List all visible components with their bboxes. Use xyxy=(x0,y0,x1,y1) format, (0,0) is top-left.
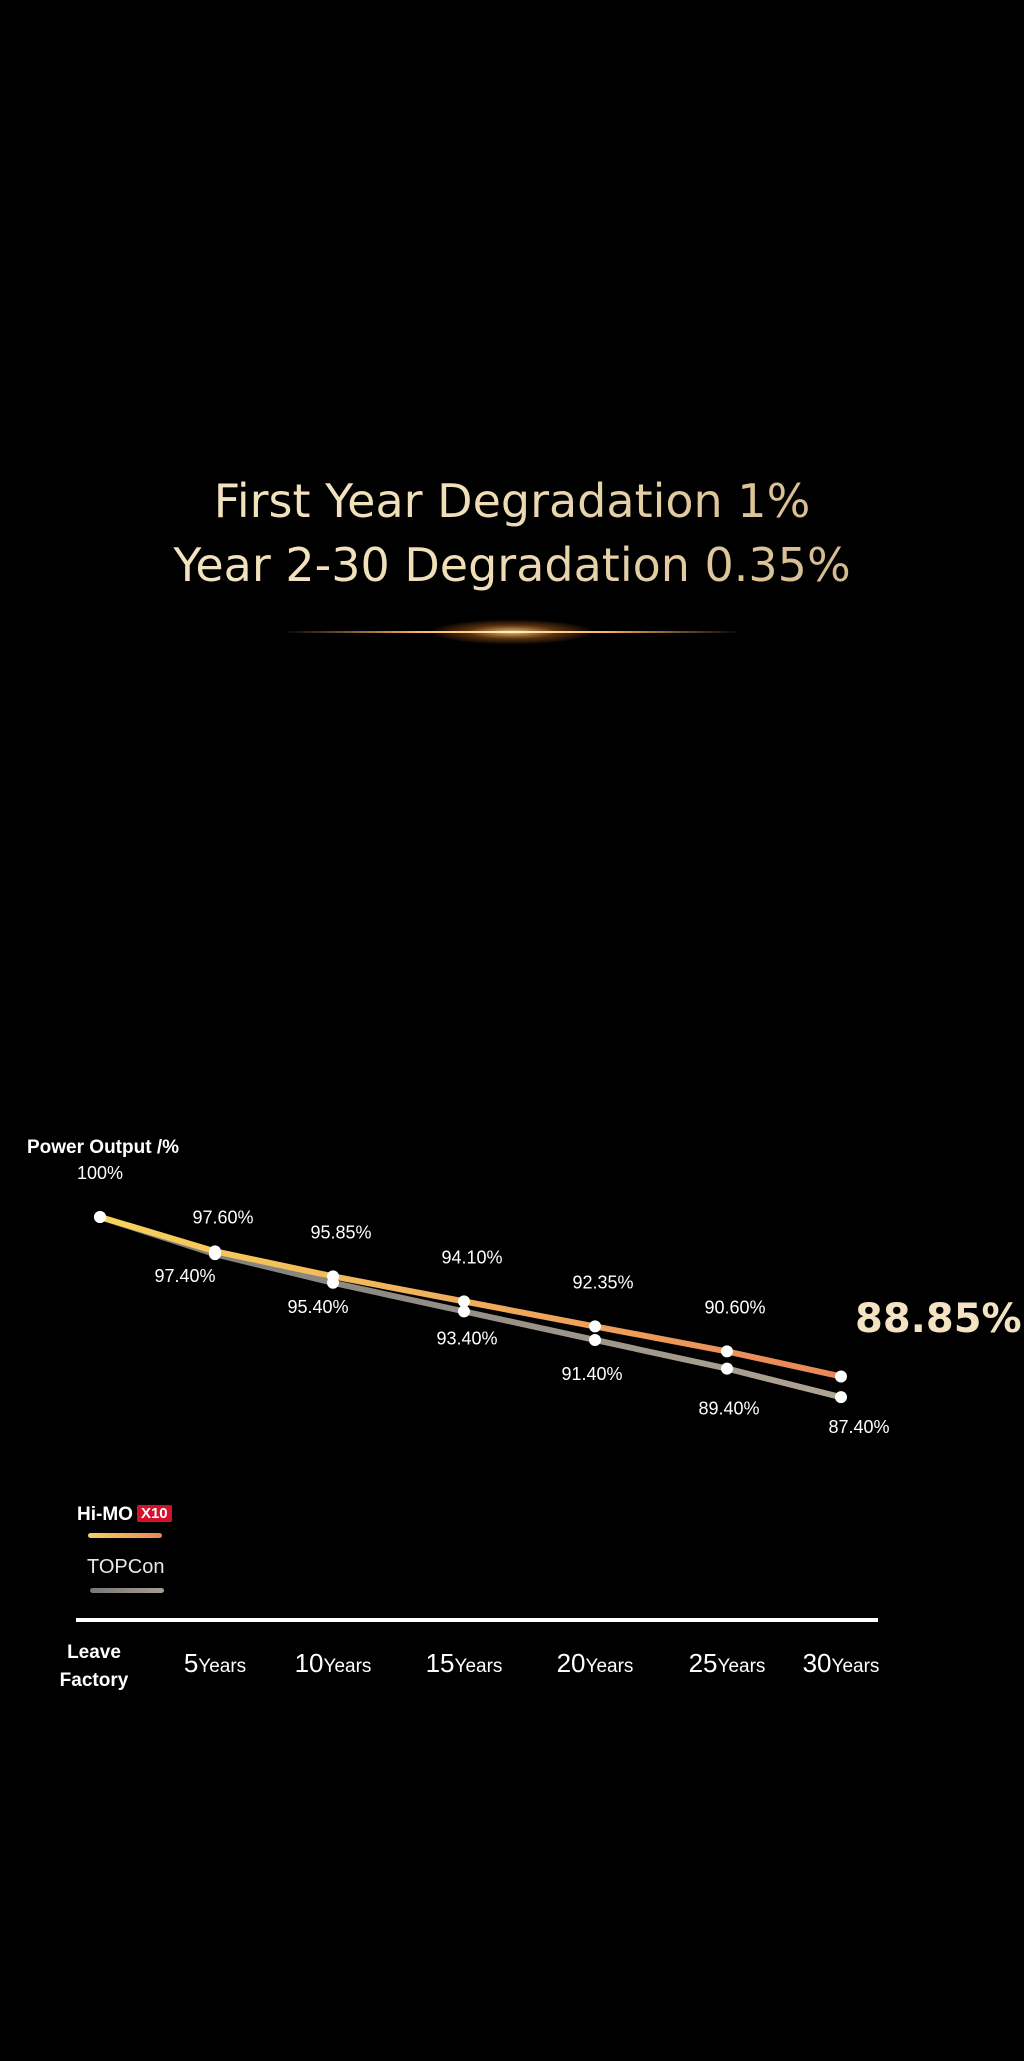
legend-himo-swatch xyxy=(88,1533,162,1538)
data-label-topcon-6: 87.40% xyxy=(828,1417,889,1437)
legend-himo-name: Hi-MO xyxy=(77,1504,133,1525)
x-tick-leave-line2: Factory xyxy=(59,1670,129,1691)
x-tick-20-years: 20Years xyxy=(557,1648,634,1678)
data-label-himo-1: 97.60% xyxy=(192,1207,253,1227)
data-label-himo-5: 90.60% xyxy=(704,1297,765,1317)
data-label-topcon-1: 97.40% xyxy=(154,1266,215,1286)
data-point-topcon-3 xyxy=(458,1305,470,1318)
data-label-topcon-5: 89.40% xyxy=(698,1399,759,1419)
data-point-topcon-2 xyxy=(327,1276,339,1289)
legend-topcon-swatch xyxy=(90,1588,164,1593)
data-point-himo-5 xyxy=(721,1345,733,1358)
data-point-himo-3 xyxy=(458,1295,470,1308)
data-point-himo-6 xyxy=(835,1370,847,1383)
data-point-topcon-6 xyxy=(835,1391,847,1404)
x-tick-leave-factory: Leave Factory xyxy=(40,1639,148,1695)
headline-year-2-30: Year 2-30 Degradation 0.35% xyxy=(0,535,1024,595)
data-label-himo-4: 92.35% xyxy=(572,1272,633,1292)
data-label-topcon-4: 91.40% xyxy=(561,1364,622,1384)
x-axis-line xyxy=(76,1618,878,1622)
data-point-topcon-1 xyxy=(209,1248,221,1261)
data-point-himo-4 xyxy=(589,1320,601,1333)
legend-topcon-label: TOPCon xyxy=(87,1556,165,1578)
x-tick-5-years: 5Years xyxy=(184,1648,246,1678)
x-tick-15-years: 15Years xyxy=(426,1648,503,1678)
x-tick-10-years: 10Years xyxy=(295,1648,372,1678)
data-label-himo-6: 88.85% xyxy=(855,1296,1022,1342)
headline-first-year: First Year Degradation 1% xyxy=(0,471,1024,531)
data-label-topcon-2: 95.40% xyxy=(287,1297,348,1317)
x-tick-30-years: 30Years xyxy=(803,1648,880,1678)
y-axis-label: Power Output /% xyxy=(27,1137,179,1158)
start-value-label: 100% xyxy=(77,1163,123,1183)
legend-himo-label: Hi-MO X10 xyxy=(77,1504,172,1526)
data-point-topcon-0 xyxy=(94,1211,106,1223)
data-label-himo-3: 94.10% xyxy=(441,1247,502,1267)
degradation-line-chart: Power Output /% 100% 97.60% 95.85% 94.10% 92.… xyxy=(27,1137,1022,1678)
x-tick-25-years: 25Years xyxy=(689,1648,766,1678)
data-point-topcon-5 xyxy=(721,1362,733,1375)
legend-himo-badge: X10 xyxy=(136,1505,172,1522)
glow-divider xyxy=(282,618,742,646)
data-point-topcon-4 xyxy=(589,1333,601,1346)
data-label-topcon-3: 93.40% xyxy=(436,1328,497,1348)
data-label-himo-2: 95.85% xyxy=(310,1222,371,1242)
x-tick-leave-line1: Leave xyxy=(67,1642,121,1663)
